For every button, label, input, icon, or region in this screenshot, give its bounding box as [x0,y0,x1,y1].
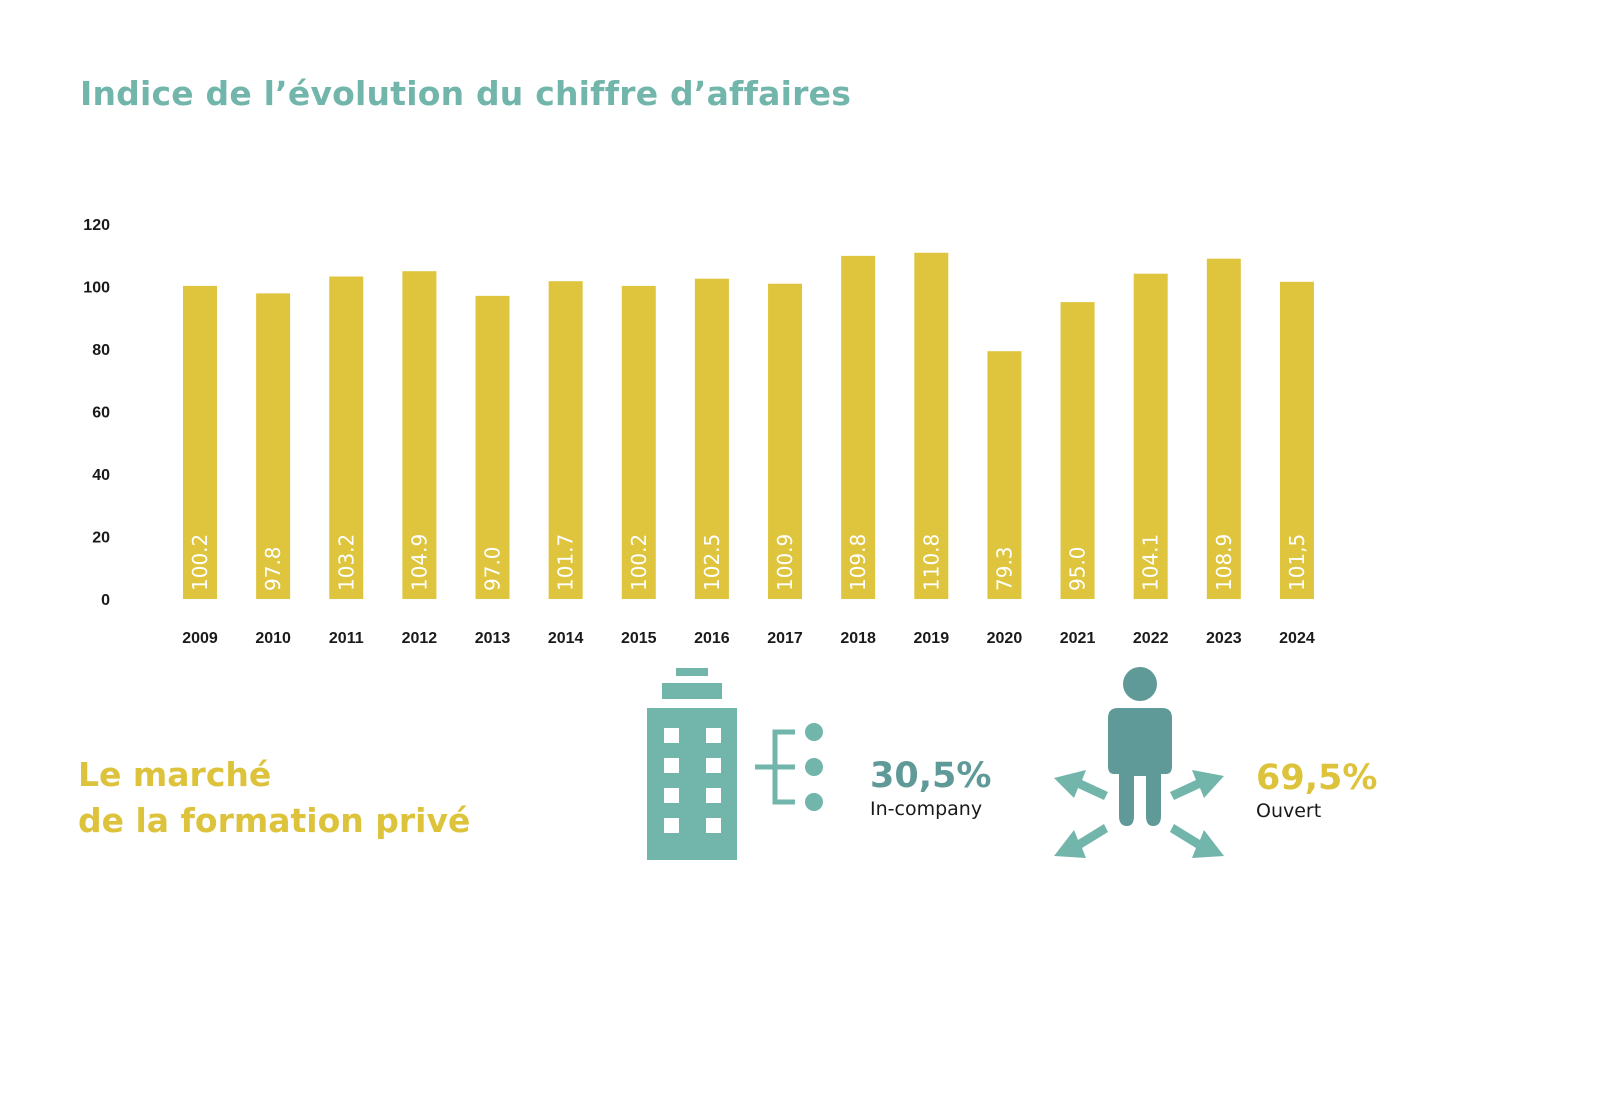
bar-value-label: 100.9 [773,534,797,591]
bar-value-label: 95.0 [1066,546,1090,591]
bar-2017 [768,283,803,599]
bar-2009 [183,285,217,599]
bar-2020 [987,351,1022,599]
x-tick-label: 2024 [1279,630,1315,647]
x-tick-label: 2014 [548,630,584,647]
bar-value-label: 109.8 [846,534,870,591]
y-tick-label: 80 [92,342,110,359]
person-with-arrows-icon [1054,667,1224,858]
chart-title: Indice de l’évolution du chiffre d’affai… [80,74,852,113]
bar-2024 [1279,281,1314,599]
office-building-icon [647,668,823,860]
bar-2018 [841,255,876,599]
bar-value-label: 104.1 [1139,534,1163,591]
bar-2014 [548,281,583,599]
bar-2021 [1060,302,1095,599]
bar-value-label: 101.7 [554,534,578,591]
y-tick-label: 40 [92,467,110,484]
y-tick-label: 60 [92,405,110,422]
x-tick-label: 2012 [402,630,438,647]
in-company-value: 30,5% [870,756,992,796]
x-tick-label: 2010 [255,630,291,647]
x-tick-label: 2019 [914,630,950,647]
bar-2010 [256,293,291,599]
bar-value-label: 108.9 [1212,534,1236,591]
x-tick-label: 2018 [840,630,876,647]
bar-value-label: 102.5 [700,534,724,591]
bar-value-label: 100.2 [188,534,212,591]
open-label: Ouvert [1256,800,1322,822]
market-title-line1: Le marché [78,755,272,794]
bar-2016 [694,278,729,599]
market-title-line2: de la formation privé [78,801,471,840]
x-tick-label: 2013 [475,630,511,647]
bar-value-label: 101,5 [1285,534,1309,591]
y-tick-label: 20 [92,530,110,547]
y-tick-label: 0 [101,592,110,609]
y-tick-label: 120 [83,217,110,234]
bar-value-label: 104.9 [407,534,431,591]
bar-value-label: 110.8 [919,534,943,591]
x-tick-label: 2015 [621,630,657,647]
x-tick-label: 2009 [182,630,218,647]
bar-value-label: 97.8 [261,546,285,591]
bar-value-label: 97.0 [481,546,505,591]
bar-chart: 0 20 40 60 80 100 120 100.2 2009 97.8 2010 103.2 201… [83,217,1315,647]
bar-2015 [621,285,656,599]
y-tick-label: 100 [83,280,110,297]
bar-2019 [914,252,949,599]
x-tick-label: 2021 [1060,630,1096,647]
bar-value-label: 103.2 [334,534,358,591]
x-tick-label: 2022 [1133,630,1169,647]
bar-2022 [1133,273,1168,599]
bar-value-label: 79.3 [992,546,1016,591]
open-value: 69,5% [1256,758,1378,798]
bar-2013 [475,295,510,599]
x-tick-label: 2017 [767,630,803,647]
market-title: Le marché de la formation privé [78,752,470,844]
x-tick-label: 2011 [329,630,364,647]
x-tick-label: 2023 [1206,630,1242,647]
bar-2023 [1206,258,1241,599]
bar-2011 [329,276,364,599]
x-tick-label: 2016 [694,630,730,647]
bar-2012 [402,271,437,599]
bar-value-label: 100.2 [627,534,651,591]
in-company-label: In-company [870,798,983,820]
x-tick-label: 2020 [987,630,1023,647]
